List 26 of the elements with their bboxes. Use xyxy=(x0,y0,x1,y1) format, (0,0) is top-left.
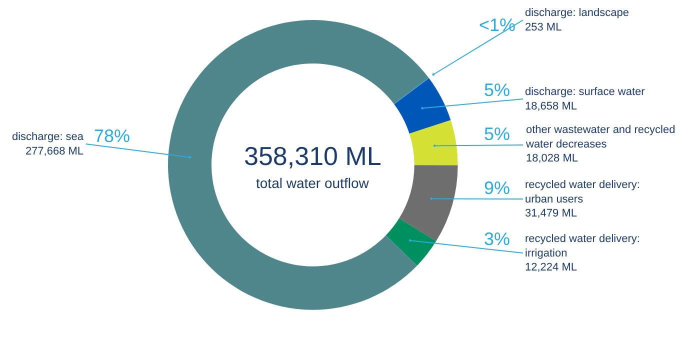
text: 9% xyxy=(484,178,510,198)
text: <1% xyxy=(479,15,516,35)
donut-slice xyxy=(168,20,429,310)
text: 5% xyxy=(484,124,510,144)
slice-label: discharge: surface water xyxy=(525,86,646,98)
text: 5% xyxy=(484,80,510,100)
text: total water outflow xyxy=(256,175,370,191)
donut-slice xyxy=(386,218,436,266)
data-label: 253 ML xyxy=(525,21,562,34)
donut-slice xyxy=(409,120,458,166)
donut-slice xyxy=(394,78,451,134)
data-label: 18,658 ML xyxy=(525,100,577,112)
donut-slice xyxy=(399,165,458,242)
slice-label: discharge: sea xyxy=(12,131,84,143)
text: 78% xyxy=(94,126,130,146)
data-label: 277,668 ML xyxy=(25,145,84,158)
slice-label: discharge: landscape xyxy=(525,7,629,19)
data-label: 18,028 ML xyxy=(526,152,578,165)
slice-label: recycled water delivery: urban users xyxy=(525,179,640,206)
slice-label: recycled water delivery: irrigation xyxy=(525,233,640,260)
slice-label: other wastewater and recycled water decreases xyxy=(525,124,676,150)
text: 3% xyxy=(484,229,510,249)
data-label: 12,224 ML xyxy=(525,262,577,274)
text: 358,310 ML xyxy=(244,141,382,171)
donut-slice xyxy=(394,78,430,104)
data-label: 31,479 ML xyxy=(525,208,577,220)
